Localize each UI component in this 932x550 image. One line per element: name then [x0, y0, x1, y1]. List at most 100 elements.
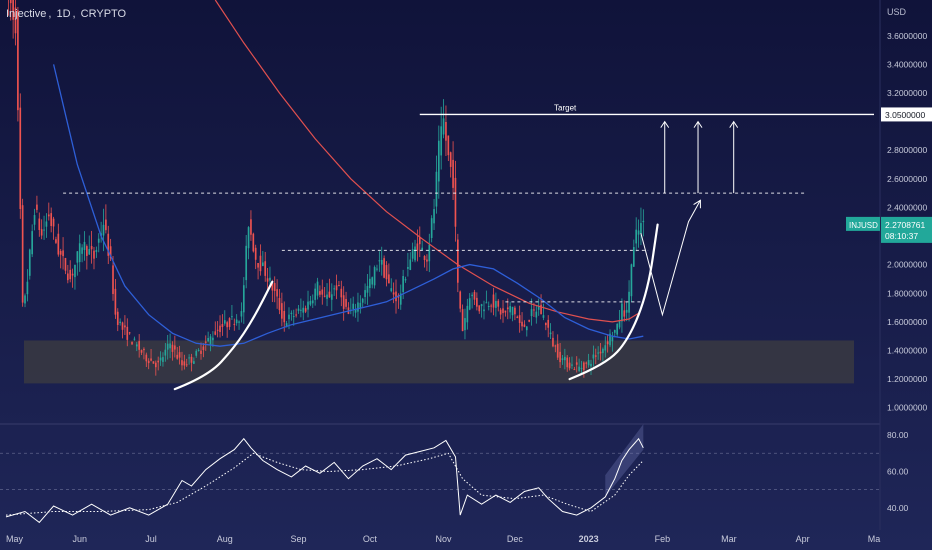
candle-body — [525, 326, 528, 331]
candle-body — [50, 213, 53, 226]
candle-body — [109, 246, 112, 259]
candle-body — [452, 159, 454, 188]
time-tick-label: Ma — [868, 534, 881, 544]
candle-body — [176, 354, 179, 359]
candle-body — [580, 367, 583, 369]
candle-body — [62, 250, 64, 257]
candle-body — [468, 298, 471, 310]
candle-body — [449, 152, 452, 167]
candle-body — [152, 361, 155, 364]
candle-body — [209, 336, 212, 346]
candle-body — [95, 250, 98, 252]
candle-body — [124, 325, 126, 328]
candle-body — [71, 273, 74, 276]
symbol-name[interactable]: Injective — [6, 8, 47, 20]
candle-body — [392, 292, 395, 295]
interval-label[interactable]: 1D — [56, 8, 71, 20]
last-price-badge — [881, 216, 932, 243]
candle-body — [357, 302, 359, 312]
candle-body — [9, 0, 12, 4]
candle-body — [478, 305, 481, 312]
price-tick-label: 1.6000000 — [887, 317, 927, 327]
candle-body — [502, 308, 504, 314]
candle-body — [14, 7, 17, 34]
candle-body — [114, 288, 117, 315]
indicator-tick-label: 80.00 — [887, 430, 909, 440]
candle-body — [326, 294, 328, 299]
candle-body — [162, 357, 164, 362]
candle-body — [476, 297, 478, 307]
candle-body — [533, 309, 535, 311]
candle-body — [223, 320, 226, 324]
candle-body — [74, 264, 76, 278]
candle-body — [154, 362, 157, 368]
candle-body — [504, 310, 507, 313]
candle-body — [126, 326, 129, 340]
candle-body — [471, 294, 473, 297]
time-tick-label: Mar — [721, 534, 737, 544]
candle-body — [157, 360, 160, 363]
candle-body — [24, 295, 26, 304]
candle-body — [26, 281, 29, 295]
candle-body — [399, 293, 402, 305]
candle-body — [621, 303, 623, 322]
candle-body — [238, 321, 240, 323]
candle-body — [407, 266, 409, 269]
candle-body — [630, 264, 633, 297]
candle-body — [190, 356, 193, 363]
candle-body — [266, 278, 269, 282]
candle-body — [86, 246, 88, 256]
projection-path — [640, 200, 701, 317]
candle-body — [537, 306, 540, 310]
candle-body — [388, 274, 390, 284]
candle-body — [328, 291, 331, 298]
target-price-badge — [881, 107, 932, 122]
candle-body — [47, 214, 50, 217]
time-tick-label: Nov — [436, 534, 453, 544]
candle-body — [311, 300, 314, 304]
candle-body — [490, 305, 492, 307]
candle-body — [516, 316, 519, 318]
candle-body — [568, 362, 571, 369]
candle-body — [340, 288, 343, 298]
candle-body — [302, 307, 305, 313]
candle-body — [528, 319, 531, 322]
time-tick-label: 2023 — [579, 534, 599, 544]
candle-body — [319, 291, 321, 295]
ma-fast-line — [52, 64, 644, 347]
candle-body — [521, 321, 523, 327]
candle-body — [76, 251, 79, 263]
candle-body — [273, 283, 276, 291]
candle-body — [497, 300, 500, 307]
candle-body — [197, 349, 200, 351]
candle-body — [540, 304, 542, 315]
price-tick-label: 1.4000000 — [887, 345, 927, 355]
candle-body — [145, 354, 148, 362]
candle-body — [523, 324, 526, 327]
candle-body — [506, 307, 509, 310]
candle-body — [250, 219, 252, 235]
price-tick-label: 1.0000000 — [887, 403, 927, 413]
candle-body — [359, 302, 362, 309]
candle-body — [226, 322, 228, 328]
candle-body — [40, 229, 43, 236]
candle-body — [380, 259, 383, 265]
candle-body — [445, 122, 447, 141]
candle-body — [487, 306, 490, 308]
candle-body — [566, 357, 569, 368]
candle-body — [31, 231, 33, 255]
candle-body — [345, 298, 347, 307]
candle-body — [594, 355, 597, 357]
candle-body — [316, 281, 319, 296]
candle-body — [426, 259, 428, 262]
candle-body — [81, 247, 83, 254]
candle-body — [330, 294, 333, 300]
candle-body — [535, 311, 538, 318]
candle-body — [166, 343, 169, 350]
candle-body — [338, 285, 340, 287]
candle-body — [133, 338, 136, 340]
candle-body — [262, 262, 264, 267]
candle-body — [321, 289, 324, 295]
candle-body — [66, 273, 69, 281]
candle-body — [418, 237, 421, 245]
